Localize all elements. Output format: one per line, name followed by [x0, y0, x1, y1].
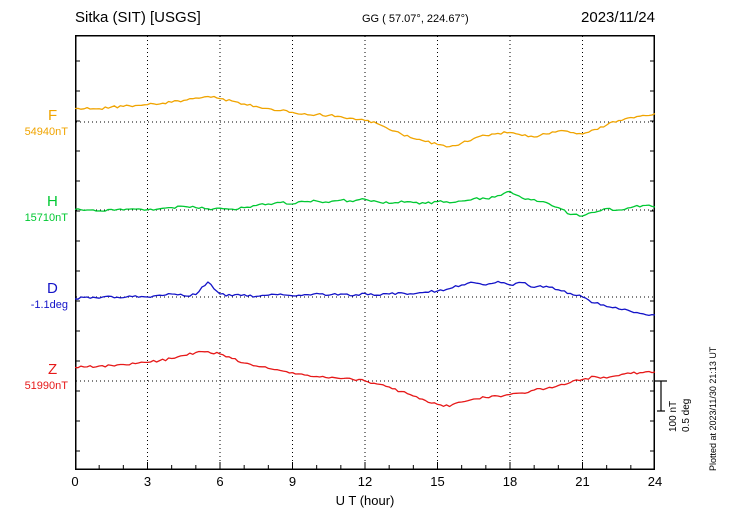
coords-label: GG ( 57.07°, 224.67°): [362, 13, 469, 25]
page-title: Sitka (SIT) [USGS]: [75, 9, 201, 26]
trace-value-d: -1.1deg: [30, 299, 68, 311]
x-axis-tick-label: 6: [216, 474, 224, 489]
trace-value-z: 51990nT: [24, 380, 68, 392]
x-axis-tick-label: 12: [357, 474, 373, 489]
x-axis-tick-label: 15: [430, 474, 445, 489]
x-axis-tick-label: 0: [71, 474, 79, 489]
trace-label-z: Z: [48, 361, 58, 378]
date-label: 2023/11/24: [581, 9, 655, 26]
scale-bar-label-nt: 100 nT: [668, 400, 679, 432]
trace-label-h: H: [47, 193, 58, 210]
scale-bar-label-deg: 0.5 deg: [681, 398, 692, 432]
x-axis-tick-label: 9: [288, 474, 297, 489]
x-axis-tick-label: 21: [575, 474, 590, 489]
magnetogram-plot: [75, 35, 667, 470]
trace-value-h: 15710nT: [24, 212, 68, 224]
trace-label-d: D: [47, 280, 58, 297]
trace-value-f: 54940nT: [24, 126, 68, 138]
x-axis-label: U T (hour): [335, 493, 395, 508]
plotted-at-label: Plotted at 2023/11/30 21:13 UT: [708, 346, 718, 471]
x-axis-tick-label: 24: [647, 474, 663, 489]
trace-label-f: F: [48, 107, 58, 124]
x-axis-tick-label: 3: [143, 474, 152, 489]
x-axis-tick-label: 18: [502, 474, 518, 489]
